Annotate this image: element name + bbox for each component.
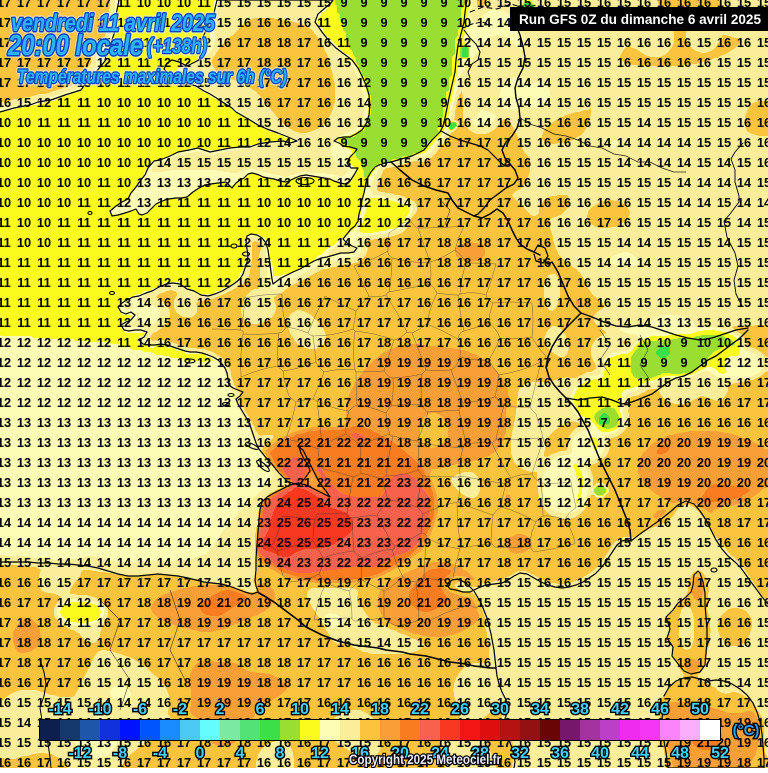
- svg-text:vendredi 11 avril 2025: vendredi 11 avril 2025: [11, 10, 216, 37]
- svg-text:(°C): (°C): [733, 722, 760, 739]
- svg-text:26: 26: [451, 701, 469, 718]
- svg-text:Run GFS 0Z du dimanche 6 avril: Run GFS 0Z du dimanche 6 avril 2025: [519, 12, 761, 27]
- svg-text:-8: -8: [113, 745, 127, 762]
- svg-text:36: 36: [551, 745, 569, 762]
- svg-text:18: 18: [371, 701, 389, 718]
- svg-text:vendredi 11 avril 2025: vendredi 11 avril 2025: [11, 10, 216, 37]
- svg-text:0: 0: [196, 745, 205, 762]
- svg-text:42: 42: [611, 701, 629, 718]
- svg-text:-6: -6: [133, 701, 147, 718]
- svg-text:-10: -10: [88, 701, 111, 718]
- svg-text:-2: -2: [173, 701, 187, 718]
- svg-text:8: 8: [276, 745, 285, 762]
- svg-text:-4: -4: [153, 745, 167, 762]
- svg-text:48: 48: [671, 745, 689, 762]
- svg-text:50: 50: [691, 701, 709, 718]
- svg-text:40: 40: [591, 745, 609, 762]
- svg-text:2: 2: [216, 701, 225, 718]
- svg-text:10: 10: [291, 701, 309, 718]
- svg-text:44: 44: [631, 745, 649, 762]
- svg-text:-12: -12: [68, 745, 91, 762]
- svg-text:16: 16: [351, 745, 369, 762]
- svg-text:Températures maximales sur 6h: Températures maximales sur 6h (°C): [17, 67, 287, 88]
- svg-text:28: 28: [471, 745, 489, 762]
- svg-text:20: 20: [391, 745, 409, 762]
- svg-text:34: 34: [531, 701, 549, 718]
- svg-text:46: 46: [651, 701, 669, 718]
- svg-text:30: 30: [491, 701, 509, 718]
- svg-text:4: 4: [236, 745, 245, 762]
- svg-text:20:00 locale: 20:00 locale: [7, 30, 143, 62]
- svg-text:22: 22: [411, 701, 429, 718]
- svg-text:32: 32: [511, 745, 529, 762]
- svg-text:(+138h): (+138h): [147, 35, 207, 58]
- svg-text:-14: -14: [48, 701, 71, 718]
- svg-text:Copyright 2025 Meteociel.fr: Copyright 2025 Meteociel.fr: [349, 751, 501, 767]
- svg-text:12: 12: [311, 745, 329, 762]
- svg-text:(+138h): (+138h): [147, 35, 207, 58]
- svg-text:38: 38: [571, 701, 589, 718]
- svg-text:24: 24: [431, 745, 449, 762]
- svg-text:Températures maximales sur 6h: Températures maximales sur 6h (°C): [17, 67, 287, 88]
- svg-text:14: 14: [331, 701, 349, 718]
- svg-text:20:00 locale: 20:00 locale: [7, 30, 143, 62]
- svg-text:52: 52: [711, 745, 729, 762]
- svg-text:6: 6: [256, 701, 265, 718]
